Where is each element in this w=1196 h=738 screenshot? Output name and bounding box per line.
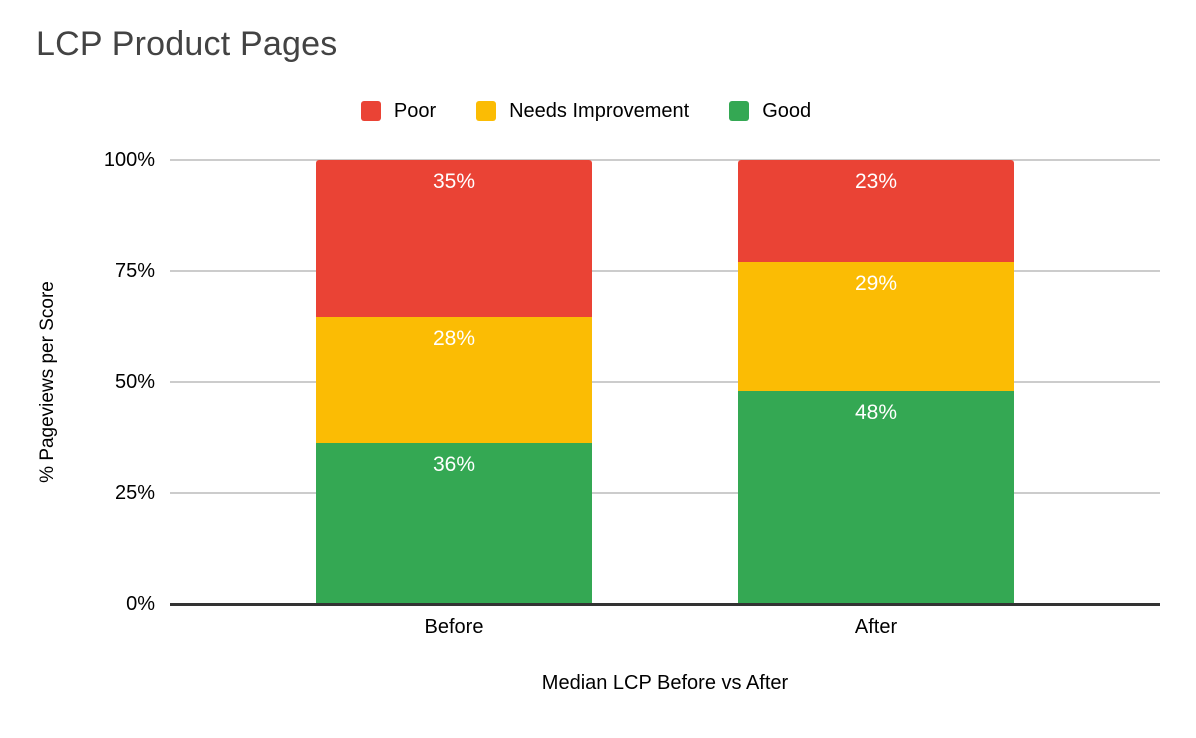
- gridlines-layer: [170, 159, 1160, 604]
- gridline: [170, 159, 1160, 161]
- y-tick-label: 50%: [114, 371, 155, 393]
- legend: Poor Needs Improvement Good: [0, 99, 1172, 123]
- data-label: 48%: [854, 400, 898, 424]
- data-label: 35%: [432, 170, 476, 193]
- segment-after-good: 48%: [738, 390, 1014, 604]
- data-label: 28%: [432, 326, 476, 350]
- segment-after-poor: 23%: [738, 160, 1014, 263]
- bars-layer: 35% 28% 36% 23% 29% 48%: [170, 160, 1160, 604]
- plot-area: 35% 28% 36% 23% 29% 48%: [170, 159, 1160, 604]
- chart-title: LCP Product Pages: [36, 25, 338, 63]
- gridline: [170, 492, 1160, 494]
- bar-before: 35% 28% 36%: [316, 160, 592, 604]
- gridline: [170, 381, 1160, 383]
- segment-before-needs-improvement: 28%: [316, 316, 592, 443]
- legend-swatch-needs-improvement-icon: [476, 101, 497, 121]
- segment-before-poor: 35%: [316, 160, 592, 317]
- y-tick-label: 75%: [114, 260, 155, 282]
- bar-after: 23% 29% 48%: [738, 160, 1014, 604]
- y-tick-label: 100%: [103, 149, 155, 171]
- legend-item-good: Good: [729, 99, 811, 123]
- y-tick-label: 0%: [126, 593, 155, 615]
- legend-swatch-good-icon: [729, 101, 750, 121]
- x-category-labels: Before After: [170, 616, 1160, 639]
- legend-swatch-poor-icon: [360, 101, 381, 121]
- segment-after-needs-improvement: 29%: [738, 262, 1014, 391]
- y-tick-label: 25%: [114, 482, 155, 504]
- legend-label-good: Good: [762, 100, 812, 122]
- y-tick-labels: 100% 75% 50% 25% 0%: [0, 0, 155, 738]
- x-category-label-after: After: [854, 616, 898, 638]
- x-axis-title: Median LCP Before vs After: [541, 672, 789, 694]
- data-label: 36%: [432, 452, 476, 476]
- segment-before-good: 36%: [316, 442, 592, 604]
- data-label: 29%: [854, 272, 898, 296]
- data-label: 23%: [854, 170, 898, 193]
- legend-item-needs-improvement: Needs Improvement: [476, 99, 689, 123]
- legend-label-needs-improvement: Needs Improvement: [509, 100, 690, 122]
- x-category-label-before: Before: [424, 616, 484, 638]
- x-axis-line: [170, 603, 1160, 606]
- gridline: [170, 270, 1160, 272]
- legend-item-poor: Poor: [360, 99, 437, 123]
- legend-label-poor: Poor: [393, 100, 437, 122]
